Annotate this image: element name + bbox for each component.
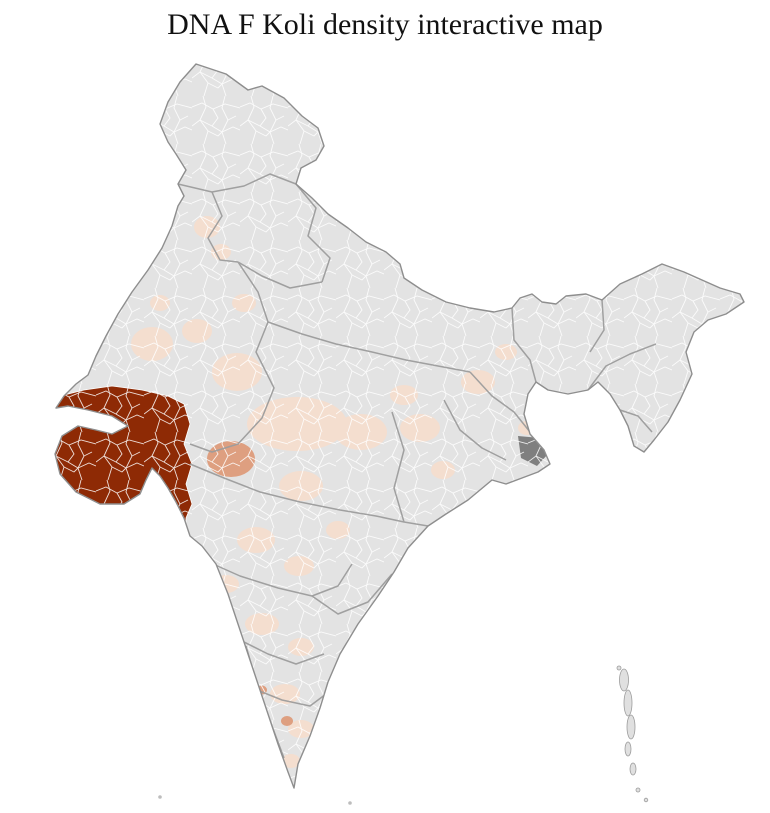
district-borders-mesh (55, 64, 744, 788)
india-outline (54, 63, 745, 789)
andaman-islands[interactable] (616, 665, 649, 803)
map-title: DNA F Koli density interactive map (167, 8, 603, 41)
small-islands (158, 795, 352, 805)
